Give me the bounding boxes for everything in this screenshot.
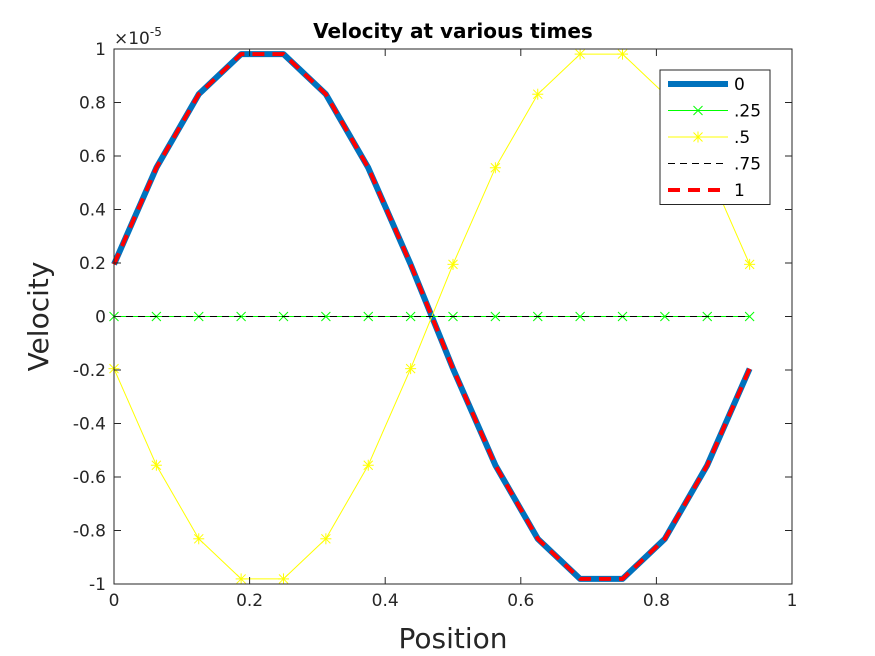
y-tick-label: 0.6 [79, 147, 106, 167]
y-tick-label: -0.8 [73, 522, 106, 542]
x-tick-label: 0.8 [643, 591, 670, 611]
x-tick-label: 0.4 [372, 591, 399, 611]
y-tick-label: -0.2 [73, 361, 106, 381]
y-tick-label: 0.4 [79, 201, 106, 221]
data-point-marker [193, 533, 205, 545]
legend-label: 1 [734, 181, 745, 201]
chart-title: Velocity at various times [313, 19, 593, 43]
legend-entry: .75 [668, 155, 761, 175]
data-point-marker [744, 258, 756, 270]
data-point-marker [362, 459, 374, 471]
data-point-marker [660, 311, 670, 322]
legend-label: .75 [734, 155, 761, 175]
data-point-marker [744, 311, 755, 322]
legend-label: .25 [734, 102, 761, 122]
data-point-marker [278, 573, 289, 585]
data-point-marker [489, 162, 501, 174]
y-tick-label: 0 [95, 308, 106, 328]
tick-layer: 0 0.2 0.4 0.6 0.8 1 -1 -0.8 -0.6 -0.4 -0.2 0 0.2 0.4 0… [73, 40, 798, 611]
data-point-marker [236, 311, 246, 322]
legend: 0 .25 .5 .75 1 [659, 69, 771, 205]
y-exponent-power: -5 [150, 25, 162, 39]
data-point-marker [405, 311, 416, 322]
y-axis-label: Velocity [22, 262, 55, 372]
data-point-marker [320, 533, 332, 545]
data-point-marker [447, 258, 459, 270]
y-tick-label: -0.4 [73, 415, 106, 435]
data-point-marker [692, 131, 704, 143]
x-axis-label: Position [398, 622, 507, 655]
data-point-marker [150, 459, 162, 471]
y-exponent-base: ×10 [114, 29, 150, 49]
data-point-marker [574, 48, 586, 60]
x-tick-label: 0 [109, 591, 120, 611]
x-tick-label: 1 [787, 591, 798, 611]
x-tick-label: 0.2 [236, 591, 263, 611]
y-tick-label: -0.6 [73, 468, 106, 488]
data-point-marker [405, 363, 417, 375]
x-tick-label: 0.6 [507, 591, 534, 611]
legend-entry: .25 [668, 102, 761, 122]
data-point-marker [235, 573, 247, 585]
y-tick-label: 0.2 [79, 254, 106, 274]
y-tick-label: 1 [95, 40, 106, 60]
series-layer [108, 48, 756, 585]
legend-entry: 1 [668, 181, 745, 201]
legend-entry: .5 [668, 128, 750, 148]
data-point-marker [575, 311, 585, 322]
legend-label: .5 [734, 128, 750, 148]
legend-entry: 0 [668, 75, 745, 95]
data-point-marker [532, 88, 544, 100]
data-point-marker [321, 311, 331, 322]
legend-label: 0 [734, 75, 745, 95]
data-point-marker [490, 311, 501, 322]
data-point-marker [693, 105, 703, 116]
y-tick-label: -1 [89, 575, 106, 595]
data-point-marker [617, 48, 628, 60]
y-tick-label: 0.8 [79, 94, 106, 114]
y-axis-exponent: ×10-5 [114, 25, 162, 49]
